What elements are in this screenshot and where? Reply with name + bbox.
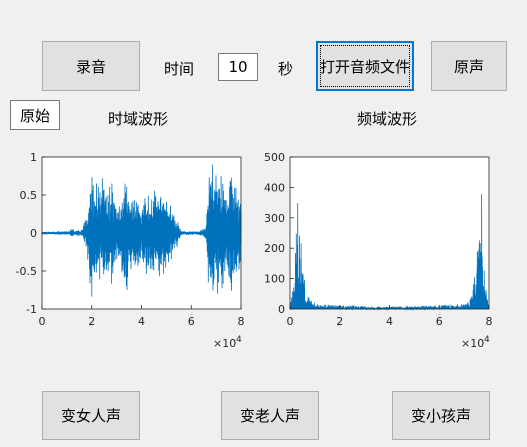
- x-tick-label: 2: [336, 315, 343, 328]
- y-tick-label: 400: [264, 181, 285, 194]
- x-tick-label: 8: [238, 315, 245, 328]
- seconds-unit-label: 秒: [278, 60, 294, 78]
- old-voice-button-label: 变老人声: [239, 407, 300, 425]
- x-exponent-power: 4: [236, 335, 242, 345]
- female-voice-button-label: 变女人声: [60, 407, 121, 425]
- original-box: 原始: [10, 100, 60, 130]
- axes-frame: [41, 156, 242, 310]
- plot-area: [290, 157, 489, 309]
- x-exponent-label: ×10: [213, 337, 236, 350]
- female-voice-button[interactable]: 变女人声: [42, 391, 140, 440]
- open-audio-file-button-label: 打开音频文件: [319, 57, 410, 76]
- record-button-label: 录音: [75, 57, 106, 76]
- y-tick-label: 300: [264, 212, 285, 225]
- freq-domain-title: 频域波形: [357, 110, 418, 128]
- y-tick-label: 0: [278, 303, 285, 316]
- record-button[interactable]: 录音: [42, 41, 140, 91]
- y-tick-label: 1: [30, 151, 37, 164]
- open-audio-file-button[interactable]: 打开音频文件: [316, 41, 414, 91]
- x-tick-label: 4: [138, 315, 145, 328]
- y-tick-label: 0: [30, 227, 37, 240]
- y-tick-label: 200: [264, 242, 285, 255]
- old-voice-button[interactable]: 变老人声: [221, 391, 319, 440]
- x-tick-label: 6: [188, 315, 195, 328]
- x-tick-label: 4: [386, 315, 393, 328]
- waveform-line: [41, 164, 242, 297]
- child-voice-button[interactable]: 变小孩声: [392, 391, 490, 440]
- child-voice-button-label: 变小孩声: [410, 407, 471, 425]
- time-seconds-input[interactable]: 10: [218, 53, 258, 81]
- x-tick-label: 2: [88, 315, 95, 328]
- time-label: 时间: [164, 60, 195, 78]
- x-exponent-power: 4: [484, 335, 490, 345]
- x-tick-label: 6: [436, 315, 443, 328]
- axes-frame: [289, 156, 490, 310]
- original-sound-button[interactable]: 原声: [431, 41, 507, 91]
- x-tick-label: 8: [486, 315, 493, 328]
- y-tick-label: 500: [264, 151, 285, 164]
- y-tick-label: -0.5: [16, 265, 37, 278]
- x-tick-label: 0: [39, 315, 46, 328]
- time-domain-title: 时域波形: [108, 110, 169, 128]
- x-exponent-label: ×10: [461, 337, 484, 350]
- plot-area: [42, 157, 241, 309]
- spectrum-line: [289, 194, 490, 311]
- y-tick-label: 0.5: [20, 189, 38, 202]
- y-tick-label: 100: [264, 273, 285, 286]
- focus-ring: [320, 45, 410, 87]
- y-tick-label: -1: [26, 303, 37, 316]
- x-tick-label: 0: [287, 315, 294, 328]
- original-sound-button-label: 原声: [453, 57, 484, 76]
